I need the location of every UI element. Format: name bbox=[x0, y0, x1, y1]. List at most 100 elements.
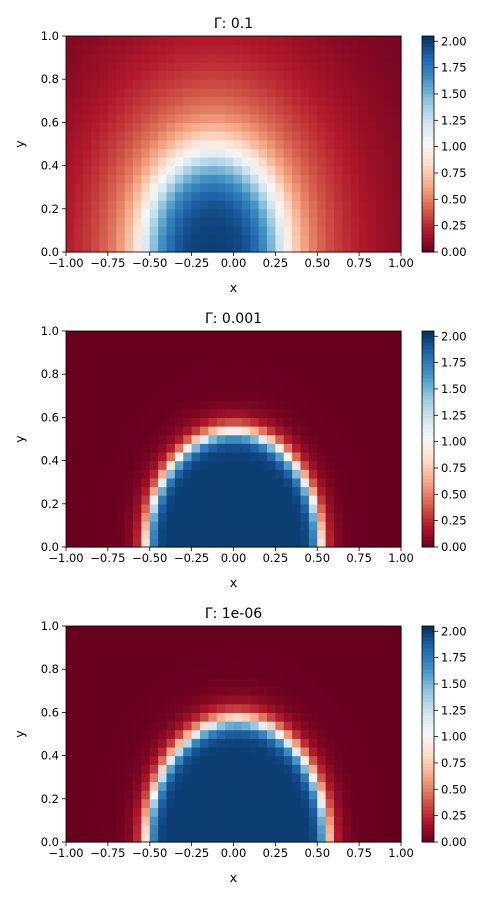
heatmap-cell bbox=[82, 738, 92, 748]
heatmap-cell bbox=[216, 790, 226, 800]
heatmap-cell bbox=[275, 816, 285, 826]
heatmap-cell bbox=[392, 234, 402, 244]
heatmap-cell bbox=[334, 226, 343, 236]
colorbar-swatch bbox=[422, 118, 434, 123]
heatmap-cell bbox=[208, 755, 218, 765]
heatmap-cell bbox=[342, 165, 352, 175]
heatmap-cell bbox=[133, 626, 142, 636]
heatmap-cell bbox=[359, 816, 369, 826]
heatmap-cell bbox=[241, 417, 251, 427]
heatmap-cell bbox=[359, 434, 369, 444]
heatmap-cell bbox=[250, 113, 260, 123]
heatmap-cell bbox=[350, 529, 360, 539]
heatmap-cell bbox=[325, 234, 335, 244]
heatmap-cell bbox=[216, 669, 226, 679]
heatmap-cell bbox=[174, 382, 184, 393]
heatmap-cell bbox=[359, 191, 369, 201]
heatmap-cell bbox=[149, 634, 159, 644]
heatmap-cell bbox=[350, 53, 360, 63]
heatmap-cell bbox=[300, 182, 310, 193]
heatmap-cell bbox=[334, 503, 343, 514]
heatmap-cell bbox=[258, 503, 268, 514]
heatmap-cell bbox=[174, 191, 184, 201]
heatmap-cell bbox=[149, 208, 159, 219]
heatmap-cell bbox=[208, 807, 218, 817]
heatmap-cell bbox=[317, 695, 327, 705]
heatmap-cell bbox=[300, 36, 310, 46]
heatmap-cell bbox=[91, 226, 101, 236]
colorbar-swatch bbox=[422, 79, 434, 84]
heatmap-cell bbox=[191, 695, 201, 705]
heatmap-cell bbox=[359, 790, 369, 800]
heatmap-cell bbox=[317, 538, 327, 548]
heatmap-cell bbox=[158, 807, 168, 817]
heatmap-cell bbox=[66, 798, 75, 809]
heatmap-cell bbox=[158, 70, 168, 80]
heatmap-cell bbox=[359, 538, 369, 548]
heatmap-cell bbox=[334, 729, 343, 739]
heatmap-cell bbox=[107, 226, 117, 236]
heatmap-cell bbox=[375, 669, 385, 679]
heatmap-cell bbox=[325, 53, 335, 63]
heatmap-cell bbox=[350, 660, 360, 670]
heatmap-cell bbox=[99, 200, 109, 210]
heatmap-cell bbox=[74, 156, 84, 167]
heatmap-cell bbox=[392, 226, 402, 236]
colorbar-tick-label: 0.75 bbox=[441, 461, 467, 475]
heatmap-cell bbox=[66, 174, 75, 184]
heatmap-cell bbox=[141, 200, 151, 210]
heatmap-cell bbox=[350, 79, 360, 89]
y-tick-label: 0.8 bbox=[41, 662, 59, 676]
heatmap-cell bbox=[99, 217, 109, 227]
heatmap-cell bbox=[99, 738, 109, 748]
heatmap-cell bbox=[166, 191, 176, 201]
heatmap-cell bbox=[317, 131, 327, 141]
heatmap-cell bbox=[200, 331, 209, 341]
heatmap-cell bbox=[208, 243, 218, 253]
heatmap-cell bbox=[74, 356, 84, 367]
heatmap-cell bbox=[384, 348, 394, 358]
heatmap-cell bbox=[107, 772, 117, 783]
heatmap-cell bbox=[250, 443, 260, 453]
heatmap-cell bbox=[225, 703, 235, 713]
heatmap-cell bbox=[275, 122, 285, 132]
heatmap-cell bbox=[334, 469, 343, 479]
heatmap-cell bbox=[174, 122, 184, 132]
heatmap-cell bbox=[174, 374, 184, 384]
x-tick-label: 0.00 bbox=[221, 551, 247, 565]
heatmap-cell bbox=[392, 798, 402, 809]
heatmap-cell bbox=[82, 712, 92, 722]
heatmap-cell bbox=[74, 61, 84, 72]
heatmap-cell bbox=[208, 512, 218, 522]
heatmap-cell bbox=[183, 460, 193, 470]
heatmap-cell bbox=[225, 798, 235, 809]
heatmap-cell bbox=[233, 816, 243, 826]
heatmap-cell bbox=[317, 96, 327, 106]
heatmap-cell bbox=[258, 495, 268, 505]
heatmap-cell bbox=[275, 165, 285, 175]
heatmap-cell bbox=[124, 521, 134, 531]
heatmap-cell bbox=[267, 816, 276, 826]
heatmap-cell bbox=[183, 443, 193, 453]
heatmap-cell bbox=[183, 651, 193, 662]
heatmap-cell bbox=[300, 113, 310, 123]
heatmap-cell bbox=[158, 105, 168, 115]
heatmap-cell bbox=[241, 798, 251, 809]
heatmap-cell bbox=[74, 495, 84, 505]
heatmap-cell bbox=[292, 105, 302, 115]
heatmap-cell bbox=[300, 816, 310, 826]
heatmap-cell bbox=[267, 87, 276, 98]
heatmap-cell bbox=[66, 660, 75, 670]
heatmap-cell bbox=[367, 695, 377, 705]
heatmap-cell bbox=[334, 643, 343, 653]
heatmap-cell bbox=[283, 96, 293, 106]
colorbar-swatch bbox=[422, 464, 434, 469]
heatmap-cell bbox=[99, 486, 109, 496]
colorbar-tick-label: 0.25 bbox=[441, 514, 467, 528]
heatmap-cell bbox=[191, 651, 201, 662]
heatmap-cell bbox=[107, 721, 117, 731]
chart-title: Γ: 1e-06 bbox=[205, 606, 262, 622]
heatmap-cell bbox=[359, 833, 369, 843]
heatmap-cell bbox=[334, 243, 343, 253]
heatmap-cell bbox=[258, 191, 268, 201]
